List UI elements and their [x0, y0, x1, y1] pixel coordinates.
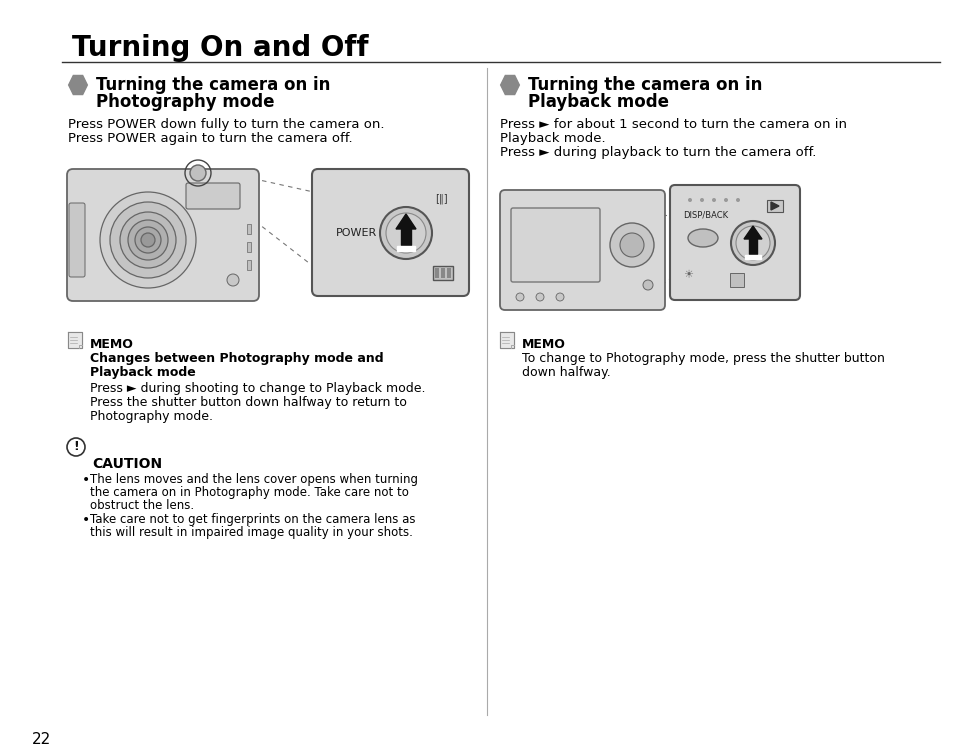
Circle shape — [379, 207, 432, 259]
Circle shape — [642, 280, 652, 290]
Text: Take care not to get fingerprints on the camera lens as: Take care not to get fingerprints on the… — [90, 513, 416, 526]
Text: Turning the camera on in: Turning the camera on in — [96, 76, 330, 94]
Circle shape — [190, 165, 206, 181]
Text: Changes between Photography mode and: Changes between Photography mode and — [90, 352, 383, 365]
Bar — [433, 266, 453, 280]
Bar — [766, 200, 782, 212]
FancyBboxPatch shape — [499, 190, 664, 310]
Ellipse shape — [687, 229, 718, 247]
Text: Press POWER again to turn the camera off.: Press POWER again to turn the camera off… — [68, 132, 353, 145]
Circle shape — [227, 274, 239, 286]
Circle shape — [110, 202, 186, 278]
Bar — [247, 242, 251, 252]
Polygon shape — [395, 214, 416, 229]
FancyBboxPatch shape — [69, 203, 85, 277]
Text: 22: 22 — [32, 732, 51, 747]
Circle shape — [100, 192, 195, 288]
Circle shape — [711, 198, 716, 202]
Bar — [447, 268, 451, 278]
FancyBboxPatch shape — [186, 183, 240, 209]
Bar — [729, 273, 743, 287]
Text: Press POWER down fully to turn the camera on.: Press POWER down fully to turn the camer… — [68, 118, 384, 131]
Polygon shape — [744, 255, 760, 259]
Circle shape — [536, 293, 543, 301]
Text: The lens moves and the lens cover opens when turning: The lens moves and the lens cover opens … — [90, 473, 417, 486]
Text: Photography mode.: Photography mode. — [90, 410, 213, 423]
Text: DISP/BACK: DISP/BACK — [682, 210, 727, 219]
Text: MEMO: MEMO — [521, 338, 565, 351]
Text: [‖]: [‖] — [435, 193, 447, 204]
Circle shape — [723, 198, 727, 202]
Circle shape — [135, 227, 161, 253]
Text: •: • — [82, 473, 91, 487]
Text: Turning the camera on in: Turning the camera on in — [527, 76, 761, 94]
Text: Press ► for about 1 second to turn the camera on in: Press ► for about 1 second to turn the c… — [499, 118, 846, 131]
Circle shape — [687, 198, 691, 202]
Circle shape — [735, 198, 740, 202]
Polygon shape — [743, 226, 761, 239]
Circle shape — [120, 212, 175, 268]
Bar — [440, 268, 444, 278]
Circle shape — [619, 233, 643, 257]
Bar — [247, 224, 251, 234]
Circle shape — [730, 221, 774, 265]
FancyBboxPatch shape — [511, 208, 599, 282]
Text: To change to Photography mode, press the shutter button: To change to Photography mode, press the… — [521, 352, 884, 365]
Text: the camera on in Photography mode. Take care not to: the camera on in Photography mode. Take … — [90, 486, 409, 499]
Bar — [435, 268, 438, 278]
FancyBboxPatch shape — [669, 185, 800, 300]
Circle shape — [735, 226, 769, 260]
Polygon shape — [400, 227, 411, 245]
Text: CAUTION: CAUTION — [91, 457, 162, 471]
Polygon shape — [499, 332, 514, 348]
Text: MEMO: MEMO — [90, 338, 133, 351]
Text: this will result in impaired image quality in your shots.: this will result in impaired image quali… — [90, 526, 413, 539]
Text: ☀: ☀ — [682, 270, 692, 280]
Text: obstruct the lens.: obstruct the lens. — [90, 499, 193, 512]
Polygon shape — [500, 76, 518, 94]
Circle shape — [556, 293, 563, 301]
Circle shape — [386, 213, 426, 253]
Text: •: • — [82, 513, 91, 527]
Text: Playback mode.: Playback mode. — [499, 132, 605, 145]
Polygon shape — [69, 76, 88, 94]
Text: Press the shutter button down halfway to return to: Press the shutter button down halfway to… — [90, 396, 406, 409]
Polygon shape — [748, 238, 757, 254]
FancyBboxPatch shape — [67, 169, 258, 301]
Text: Playback mode: Playback mode — [527, 93, 668, 111]
Text: Press ► during shooting to change to Playback mode.: Press ► during shooting to change to Pla… — [90, 382, 425, 395]
Polygon shape — [68, 332, 82, 348]
Text: down halfway.: down halfway. — [521, 366, 610, 379]
Text: POWER: POWER — [335, 228, 376, 238]
Circle shape — [141, 233, 154, 247]
Circle shape — [700, 198, 703, 202]
Polygon shape — [396, 246, 415, 251]
Circle shape — [609, 223, 654, 267]
FancyBboxPatch shape — [312, 169, 469, 296]
Text: !: ! — [73, 440, 79, 454]
Polygon shape — [770, 202, 779, 210]
Text: Turning On and Off: Turning On and Off — [71, 34, 368, 62]
Circle shape — [67, 438, 85, 456]
Text: Photography mode: Photography mode — [96, 93, 274, 111]
Circle shape — [128, 220, 168, 260]
Text: Press ► during playback to turn the camera off.: Press ► during playback to turn the came… — [499, 146, 816, 159]
Circle shape — [516, 293, 523, 301]
Bar — [247, 260, 251, 270]
Text: Playback mode: Playback mode — [90, 366, 195, 379]
